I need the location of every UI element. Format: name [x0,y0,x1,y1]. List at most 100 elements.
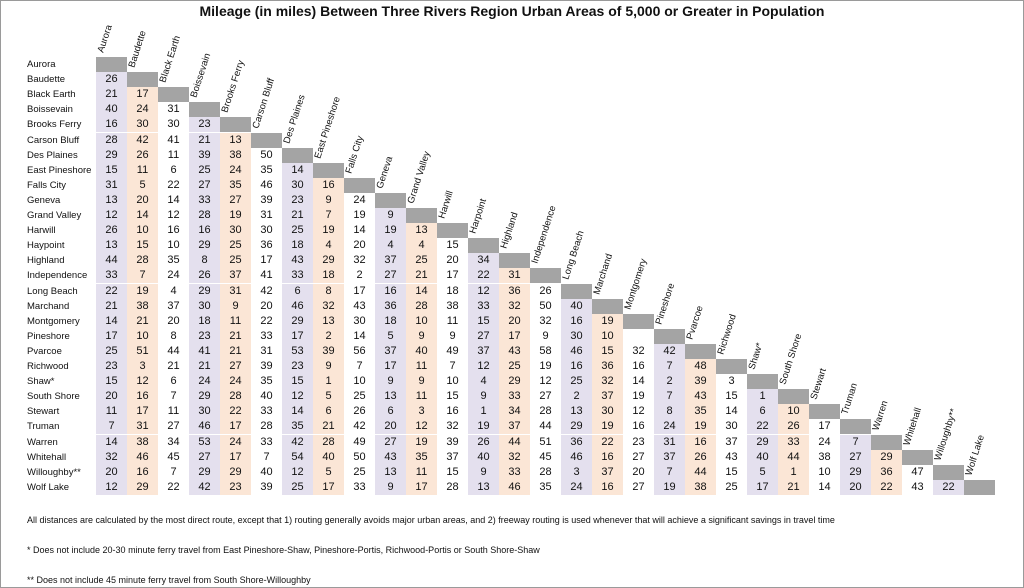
mileage-cell: 43 [902,479,933,495]
mileage-cell: 25 [561,374,592,390]
mileage-cell: 22 [251,313,282,329]
mileage-cell: 24 [220,162,251,178]
mileage-cell: 4 [468,374,499,390]
mileage-cell: 23 [282,192,313,208]
diagonal-cell [468,238,499,254]
mileage-cell: 42 [282,434,313,450]
mileage-cell: 37 [468,343,499,359]
mileage-cell: 15 [592,343,623,359]
mileage-cell: 26 [344,404,375,420]
mileage-cell: 2 [313,328,344,344]
mileage-cell: 27 [840,449,871,465]
mileage-cell: 46 [561,449,592,465]
mileage-cell: 12 [282,464,313,480]
mileage-cell: 27 [375,434,406,450]
mileage-cell: 37 [220,268,251,284]
mileage-cell: 17 [220,419,251,435]
mileage-cell: 43 [499,343,530,359]
mileage-cell: 8 [189,253,220,269]
mileage-cell: 20 [158,313,189,329]
mileage-cell: 11 [158,147,189,163]
column-label: Baudette [126,29,149,70]
mileage-cell: 19 [468,419,499,435]
row-label: Baudette [27,74,66,86]
mileage-cell: 21 [220,343,251,359]
column-label: Des Plaines [281,92,308,145]
mileage-cell: 25 [499,359,530,374]
mileage-cell: 31 [158,102,189,118]
mileage-cell: 27 [220,192,251,208]
mileage-cell: 24 [809,434,840,450]
diagonal-cell [282,147,313,163]
diagonal-cell [592,298,623,314]
row-label: Long Beach [27,285,78,297]
mileage-cell: 19 [313,223,344,239]
mileage-cell: 11 [406,389,437,405]
mileage-cell: 32 [344,253,375,269]
mileage-cell: 25 [282,223,313,239]
mileage-cell: 37 [499,419,530,435]
mileage-cell: 39 [189,147,220,163]
mileage-cell: 9 [406,328,437,344]
mileage-cell: 32 [499,298,530,314]
mileage-cell: 43 [344,298,375,314]
mileage-cell: 43 [716,449,747,465]
mileage-cell: 15 [437,238,468,254]
mileage-cell: 14 [282,162,313,178]
mileage-cell: 21 [127,313,158,329]
mileage-cell: 2 [654,374,685,390]
mileage-cell: 36 [592,359,623,374]
column-label: Harwill [436,189,456,221]
mileage-cell: 27 [623,479,654,495]
row-label: East Pineshore [27,164,92,176]
footnote-general: All distances are calculated by the most… [27,515,835,525]
mileage-cell: 19 [592,313,623,329]
mileage-cell: 21 [282,208,313,223]
mileage-cell: 33 [282,268,313,284]
mileage-cell: 21 [313,419,344,435]
footnote-double-asterisk: ** Does not include 45 minute ferry trav… [27,575,311,585]
mileage-cell: 30 [716,419,747,435]
mileage-cell: 11 [406,464,437,480]
mileage-cell: 12 [530,374,561,390]
row-label: Grand Valley [27,210,82,221]
mileage-cell: 5 [313,464,344,480]
mileage-cell: 40 [406,343,437,359]
mileage-cell: 45 [530,449,561,465]
mileage-cell: 44 [778,449,809,465]
diagonal-cell [716,359,747,374]
mileage-cell: 13 [375,389,406,405]
mileage-cell: 13 [96,192,127,208]
mileage-cell: 30 [158,117,189,133]
mileage-cell: 20 [499,313,530,329]
mileage-cell: 9 [375,208,406,223]
row-label: South Shore [27,391,80,403]
mileage-cell: 25 [220,253,251,269]
mileage-cell: 37 [375,343,406,359]
mileage-cell: 22 [871,479,902,495]
mileage-cell: 20 [96,464,127,480]
mileage-cell: 11 [437,313,468,329]
mileage-cell: 45 [158,449,189,465]
mileage-cell: 20 [96,389,127,405]
column-label: Geneva [374,154,396,190]
mileage-cell: 32 [499,449,530,465]
mileage-cell: 44 [158,343,189,359]
mileage-cell: 21 [96,87,127,103]
mileage-cell: 18 [282,238,313,254]
mileage-cell: 21 [189,132,220,148]
mileage-cell: 26 [530,283,561,299]
row-label: Shaw* [27,376,55,388]
mileage-cell: 50 [344,449,375,465]
mileage-cell: 21 [96,298,127,314]
mileage-cell: 42 [654,343,685,359]
mileage-cell: 29 [189,464,220,480]
mileage-cell: 23 [623,434,654,450]
mileage-cell: 31 [654,434,685,450]
mileage-cell: 19 [375,223,406,239]
mileage-cell: 23 [96,359,127,374]
mileage-cell: 42 [251,283,282,299]
mileage-cell: 30 [344,313,375,329]
mileage-cell: 36 [871,464,902,480]
mileage-cell: 44 [685,464,716,480]
